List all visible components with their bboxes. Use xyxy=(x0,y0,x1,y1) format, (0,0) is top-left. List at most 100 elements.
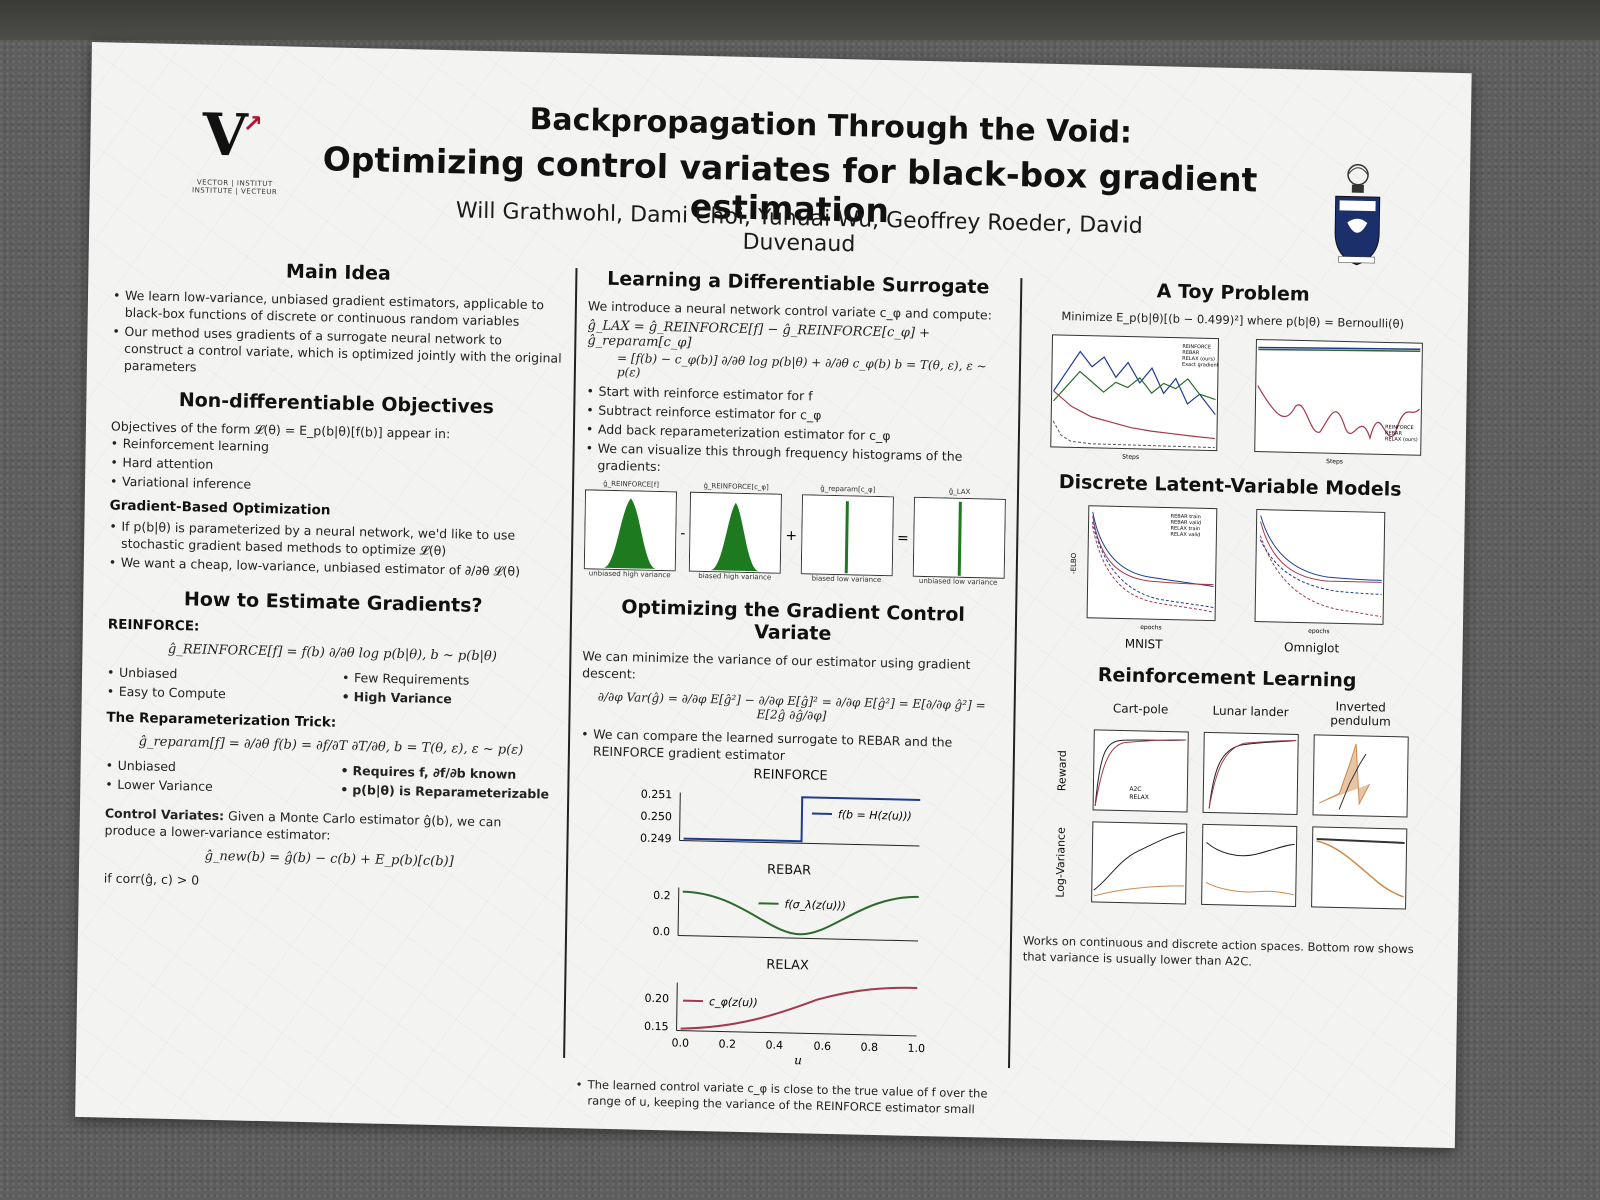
mnist-chart: -ELBO REBAR train REBAR valid RELAX trai… xyxy=(1070,505,1218,631)
row-label-reward: Reward xyxy=(1055,749,1070,791)
variance-equation: ∂/∂φ Var(ĝ) = ∂/∂φ E[ĝ²] − ∂/∂φ E[ĝ]² = … xyxy=(597,689,986,723)
xtick: 0.0 xyxy=(671,1036,689,1049)
rl-chart-grid: Cart-pole Lunar lander Inverted pendulum… xyxy=(1054,693,1427,913)
env-title: Cart-pole xyxy=(1112,701,1169,717)
column-right: A Toy Problem Minimize E_p(b|θ)[(b − 0.4… xyxy=(1021,273,1433,1082)
reparam-con: p(b|θ) is Reparameterizable xyxy=(340,781,555,803)
main-idea-section: Main Idea We learn low-variance, unbiase… xyxy=(112,257,564,384)
logo-line2: INSTITUTE | VECTEUR xyxy=(191,186,278,197)
main-idea-bullet: Our method uses gradients of a surrogate… xyxy=(112,323,563,384)
legend-label: REBAR xyxy=(1182,350,1200,356)
optimizing-intro: We can minimize the variance of our esti… xyxy=(582,648,971,682)
estimate-heading: How to Estimate Gradients? xyxy=(183,588,483,617)
v-glyph: V xyxy=(202,100,249,170)
rebar-line xyxy=(682,890,919,936)
toy-variance-chart: REINFORCE REBAR RELAX (ours) Steps xyxy=(1254,338,1423,465)
reparam-equation: ĝ_reparam[f] = ∂/∂θ f(b) = ∂f/∂T ∂T/∂θ, … xyxy=(138,734,524,758)
pendulum-reward-chart xyxy=(1312,734,1409,818)
optimizing-bullet: We can compare the learned surrogate to … xyxy=(581,725,1001,769)
lunar-reward-chart xyxy=(1202,731,1299,816)
poster-title-line1: Backpropagation Through the Void: xyxy=(529,101,1133,151)
relax-chart: 0.20 0.15 c_φ(z(u)) 0.0 0.2 0.4 0.6 0.8 … xyxy=(644,982,925,1067)
y-axis-label: -ELBO xyxy=(1070,552,1078,574)
x-axis-label: epochs xyxy=(1308,628,1330,635)
arrow-icon: ↗ xyxy=(242,109,264,138)
surrogate-section: Learning a Differentiable Surrogate We i… xyxy=(583,267,1009,589)
xtick: 0.6 xyxy=(813,1040,831,1053)
rl-section: Reinforcement Learning Cart-pole Lunar l… xyxy=(1023,662,1428,973)
xtick: 0.8 xyxy=(860,1041,878,1054)
pendulum-variance-chart xyxy=(1311,826,1408,910)
reparam-label: The Reparameterization Trick: xyxy=(106,709,337,731)
cv-equation: ĝ_new(b) = ĝ(b) − c(b) + E_p(b)[c(b)] xyxy=(204,848,454,870)
main-idea-heading: Main Idea xyxy=(285,260,391,285)
legend-label: c_φ(z(u)) xyxy=(709,995,758,1009)
wall-background xyxy=(0,0,1600,40)
legend-label: f(σ_λ(z(u))) xyxy=(784,898,846,912)
research-poster: V ↗ VECTOR | INSTITUT INSTITUTE | VECTEU… xyxy=(75,42,1472,1149)
row-label-log-variance: Log-Variance xyxy=(1053,826,1068,898)
mnist-caption: MNIST xyxy=(1124,636,1163,652)
env-title: Lunar lander xyxy=(1212,703,1289,720)
reinforce-chart: 0.251 0.250 0.249 f(b = H(z(u))) xyxy=(640,788,921,847)
ytick: 0.20 xyxy=(644,992,669,1006)
legend-label: REINFORCE xyxy=(1182,344,1211,351)
lunar-variance-chart xyxy=(1201,823,1298,908)
legend-label: RELAX xyxy=(1129,794,1149,801)
reinforce-equation: ĝ_REINFORCE[f] = f(b) ∂/∂θ log p(b|θ), b… xyxy=(167,641,498,665)
toy-subtitle: Minimize E_p(b|θ)[(b − 0.499)²] where p(… xyxy=(1061,309,1405,331)
reinforce-pro: Easy to Compute xyxy=(107,682,322,704)
operator-plus: + xyxy=(785,527,798,545)
x-axis-label: Steps xyxy=(1122,453,1139,460)
env-title: Inverted pendulum xyxy=(1330,699,1391,729)
legend-label: RELAX (ours) xyxy=(1385,436,1418,443)
reinforce-label: REINFORCE: xyxy=(107,616,200,635)
rl-heading: Reinforcement Learning xyxy=(1097,663,1357,692)
optimizing-heading: Optimizing the Gradient Control Variate xyxy=(621,596,966,645)
histogram-reinforce-f: ĝ_REINFORCE[f] unbiased high variance xyxy=(583,479,678,581)
ytick: 0.249 xyxy=(640,832,672,846)
poster-header: V ↗ VECTOR | INSTITUT INSTITUTE | VECTEU… xyxy=(88,82,1471,303)
reinforce-con: High Variance xyxy=(342,688,557,710)
control-variates-text: Control Variates: Given a Monte Carlo es… xyxy=(104,804,554,848)
legend-label: REBAR valid xyxy=(1171,520,1202,527)
xtick: 1.0 xyxy=(907,1042,925,1055)
relax-line xyxy=(680,986,918,1030)
non-diff-section: Non-differentiable Objectives Objectives… xyxy=(109,388,562,581)
university-crest-icon xyxy=(1334,164,1381,266)
operator-minus: - xyxy=(680,525,686,542)
rl-footer: Works on continuous and discrete action … xyxy=(1022,933,1414,969)
ytick: 0.15 xyxy=(644,1020,669,1034)
histogram-reparam-c: ĝ_reparam[c_φ] biased low variance xyxy=(800,484,894,586)
ytick: 0.251 xyxy=(641,788,673,802)
legend-label: RELAX train xyxy=(1170,526,1200,533)
ytick: 0.0 xyxy=(652,925,670,938)
xtick: 0.4 xyxy=(765,1039,783,1052)
vector-institute-logo: V ↗ VECTOR | INSTITUT INSTITUTE | VECTEU… xyxy=(180,100,291,197)
cv-condition: if corr(ĝ, c) > 0 xyxy=(103,870,200,888)
reparam-pro: Lower Variance xyxy=(105,775,320,797)
non-diff-heading: Non-differentiable Objectives xyxy=(178,389,495,419)
cv-label: Control Variates: xyxy=(104,805,225,824)
histogram-lax: ĝ_LAX unbiased low variance xyxy=(912,487,1006,589)
rebar-chart: 0.2 0.0 f(σ_λ(z(u))) xyxy=(652,887,919,942)
ytick: 0.250 xyxy=(640,810,672,824)
toy-heading: A Toy Problem xyxy=(1156,280,1310,306)
legend-label: REINFORCE xyxy=(1385,424,1414,431)
legend-label: Exact gradient xyxy=(1182,362,1219,369)
optimizing-section: Optimizing the Gradient Control Variate … xyxy=(575,595,1003,1117)
legend-label: RELAX (ours) xyxy=(1182,356,1215,363)
legend-label: RELAX valid xyxy=(1170,532,1200,539)
cartpole-reward-chart: A2C RELAX xyxy=(1092,729,1189,813)
legend-label: f(b = H(z(u))) xyxy=(838,808,912,823)
histogram-row: ĝ_REINFORCE[f] unbiased high variance - … xyxy=(583,479,1006,589)
discrete-heading: Discrete Latent-Variable Models xyxy=(1058,471,1402,501)
reparam-pro: Unbiased xyxy=(106,756,321,778)
x-axis-label: Steps xyxy=(1326,458,1343,465)
operator-equals: = xyxy=(896,530,909,547)
surrogate-bullet: We can visualize this through frequency … xyxy=(585,439,1005,483)
toy-loss-chart: REINFORCE REBAR RELAX (ours) Exact gradi… xyxy=(1050,334,1219,461)
x-axis-label: epochs xyxy=(1140,624,1162,631)
ytick: 0.2 xyxy=(653,889,671,902)
omniglot-chart: epochs xyxy=(1254,509,1386,635)
